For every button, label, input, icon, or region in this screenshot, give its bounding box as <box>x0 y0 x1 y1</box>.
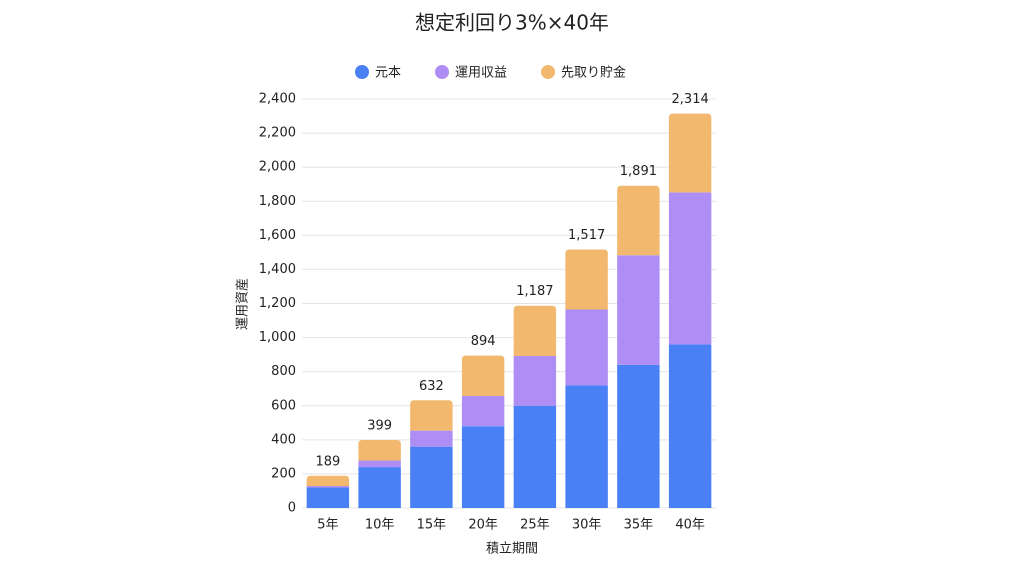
total-label: 1,517 <box>568 228 605 243</box>
bar-segment <box>617 364 660 508</box>
bar-segment <box>461 426 505 508</box>
total-label: 399 <box>367 419 392 434</box>
x-tick-label: 40年 <box>675 518 705 533</box>
legend-marker <box>355 65 369 79</box>
bar-segment <box>306 475 350 487</box>
y-tick-label: 1,200 <box>259 296 296 311</box>
y-tick-label: 2,400 <box>259 92 296 107</box>
y-tick-label: 1,000 <box>259 330 296 345</box>
y-tick-label: 200 <box>271 466 296 481</box>
total-label: 2,314 <box>672 92 709 107</box>
x-tick-label: 15年 <box>417 518 447 533</box>
bar-segment <box>306 487 350 508</box>
y-tick-label: 1,600 <box>259 228 296 243</box>
bar-segment <box>565 385 608 508</box>
bar-segment <box>306 486 350 488</box>
bar-segment <box>513 405 557 508</box>
legend-marker <box>541 65 556 79</box>
x-tick-label: 35年 <box>624 518 654 533</box>
bar-segment <box>358 467 401 508</box>
y-tick-label: 0 <box>288 501 296 516</box>
y-tick-label: 400 <box>271 432 296 447</box>
y-tick-label: 1,400 <box>259 262 296 277</box>
bar-segment <box>668 192 712 345</box>
y-tick-label: 600 <box>271 398 296 413</box>
bar-segment <box>358 440 401 461</box>
bar-segment <box>513 355 557 406</box>
total-label: 189 <box>315 454 340 469</box>
y-tick-label: 1,800 <box>259 194 296 209</box>
legend-label: 運用収益 <box>455 66 507 81</box>
chart-title: 想定利回り3%×40年 <box>415 11 609 35</box>
total-label: 632 <box>419 379 444 394</box>
bar-segment <box>513 305 557 356</box>
y-tick-label: 800 <box>271 364 296 379</box>
bar-segment <box>410 446 453 508</box>
y-axis-label: 運用資産 <box>235 278 251 330</box>
x-tick-label: 25年 <box>520 518 550 533</box>
bar-segment <box>617 185 660 256</box>
bar-segment <box>565 249 608 310</box>
x-tick-label: 5年 <box>317 518 338 533</box>
bar-segment <box>461 355 505 397</box>
total-label: 894 <box>471 334 496 349</box>
legend-marker <box>435 65 450 79</box>
bar-segment <box>617 255 660 365</box>
bar-segment <box>668 344 712 508</box>
x-tick-label: 10年 <box>365 518 395 533</box>
bar-segment <box>565 309 608 386</box>
total-label: 1,187 <box>516 284 553 299</box>
x-tick-label: 30年 <box>572 518 602 533</box>
x-tick-label: 20年 <box>468 518 498 533</box>
legend-label: 元本 <box>375 66 401 81</box>
bar-segment <box>461 396 505 427</box>
bar-segment <box>358 460 401 468</box>
x-axis-label: 積立期間 <box>486 542 538 557</box>
legend-label: 先取り貯金 <box>561 65 626 81</box>
y-tick-label: 2,000 <box>259 160 296 175</box>
bar-segment <box>668 113 712 193</box>
bar-segment <box>410 400 453 431</box>
y-tick-label: 2,200 <box>259 126 296 141</box>
bar-segment <box>410 430 453 447</box>
total-label: 1,891 <box>620 164 657 179</box>
